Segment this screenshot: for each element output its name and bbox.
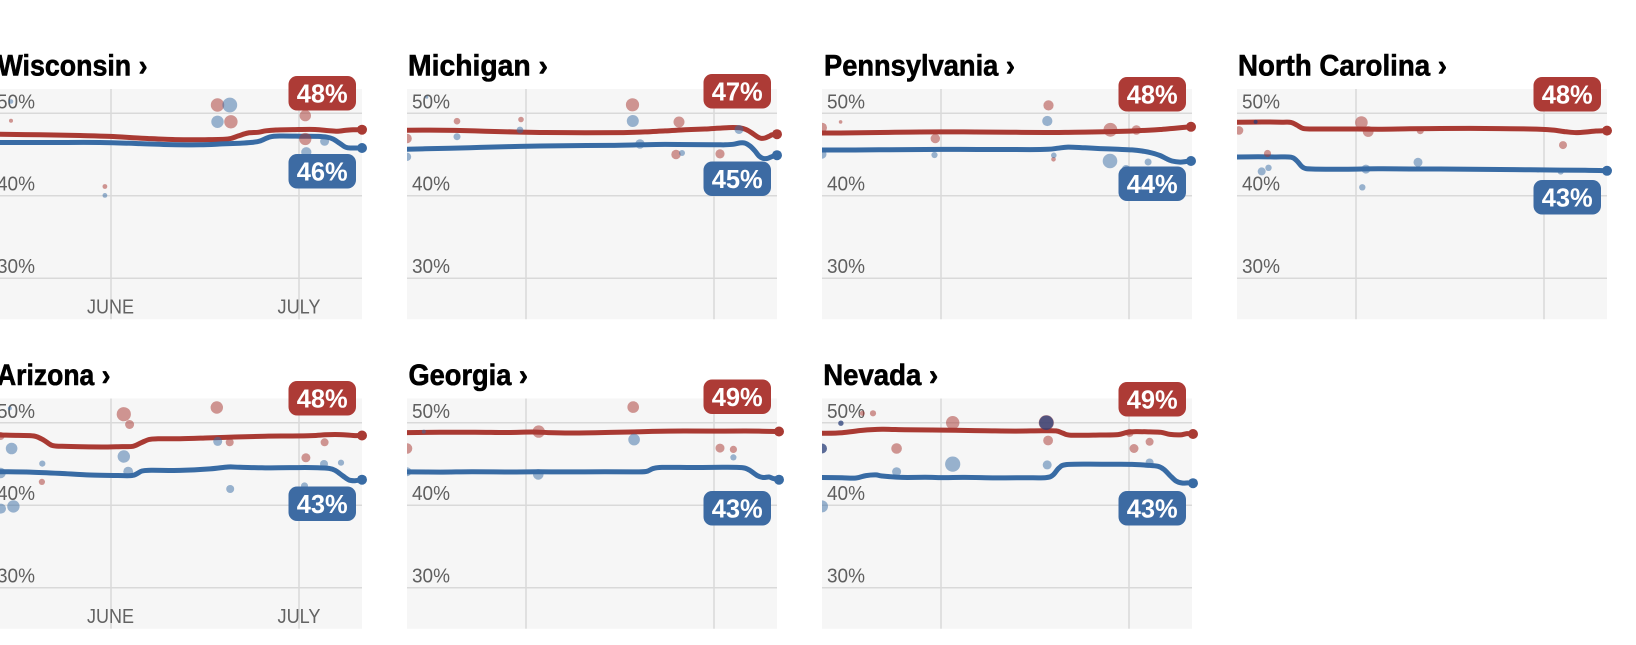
svg-text:Nevada ›: Nevada › [823,359,938,392]
svg-text:JULY: JULY [278,296,321,319]
svg-text:50%: 50% [1242,90,1280,113]
svg-text:40%: 40% [827,173,865,196]
svg-text:Pennsylvania ›: Pennsylvania › [824,50,1015,83]
svg-text:40%: 40% [412,482,450,505]
svg-text:45%: 45% [712,164,763,194]
svg-text:North Carolina ›: North Carolina › [1238,50,1447,83]
svg-text:50%: 50% [827,400,865,423]
svg-text:Arizona ›: Arizona › [0,359,111,392]
svg-text:48%: 48% [1542,80,1593,110]
svg-text:40%: 40% [1242,173,1280,196]
svg-text:JUNE: JUNE [87,296,134,319]
svg-text:30%: 30% [827,255,865,278]
svg-text:43%: 43% [1542,183,1593,213]
svg-text:50%: 50% [0,400,35,423]
svg-text:30%: 30% [1242,255,1280,278]
svg-text:30%: 30% [0,255,35,278]
svg-text:40%: 40% [412,173,450,196]
svg-text:30%: 30% [412,565,450,588]
svg-text:44%: 44% [1127,169,1178,199]
svg-text:43%: 43% [297,489,348,519]
svg-text:48%: 48% [297,79,348,109]
svg-text:30%: 30% [0,565,35,588]
svg-text:50%: 50% [412,400,450,423]
svg-text:50%: 50% [412,90,450,113]
svg-text:Michigan ›: Michigan › [408,50,548,83]
svg-text:46%: 46% [297,157,348,187]
svg-text:40%: 40% [827,482,865,505]
svg-text:30%: 30% [827,565,865,588]
svg-text:49%: 49% [712,382,763,412]
svg-text:JULY: JULY [278,605,321,628]
svg-text:47%: 47% [712,77,763,107]
svg-text:50%: 50% [827,90,865,113]
svg-text:30%: 30% [412,255,450,278]
svg-text:48%: 48% [1127,80,1178,110]
svg-text:JUNE: JUNE [87,605,134,628]
svg-text:Wisconsin ›: Wisconsin › [0,50,148,83]
svg-text:48%: 48% [297,384,348,414]
svg-text:40%: 40% [0,482,35,505]
svg-text:Georgia ›: Georgia › [409,359,529,392]
svg-text:49%: 49% [1127,385,1178,415]
svg-text:40%: 40% [0,173,35,196]
svg-text:50%: 50% [0,90,35,113]
svg-text:43%: 43% [712,494,763,524]
svg-text:43%: 43% [1127,494,1178,524]
